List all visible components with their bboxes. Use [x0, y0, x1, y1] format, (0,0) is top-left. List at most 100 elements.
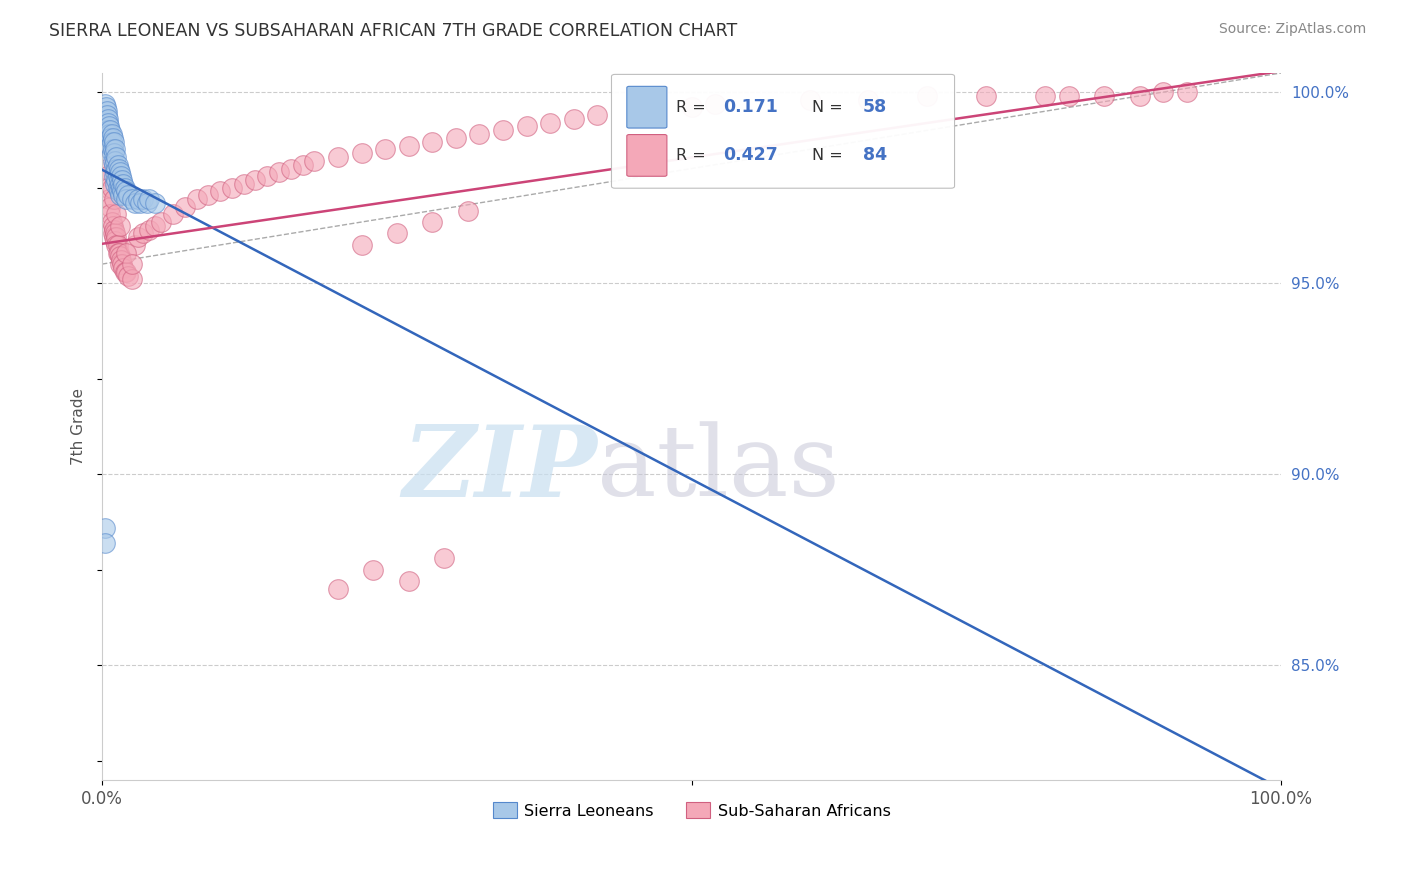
Point: [221, 180, 243, 194]
Point: [111, 173, 134, 187]
Point: [398, 138, 420, 153]
Point: [121, 257, 143, 271]
Point: [103, 192, 125, 206]
Point: [100, 123, 122, 137]
Point: [108, 188, 131, 202]
Point: [100, 135, 122, 149]
Point: [108, 219, 131, 233]
Point: [114, 245, 136, 260]
Point: [108, 249, 131, 263]
Point: [111, 257, 134, 271]
Point: [280, 161, 302, 176]
Point: [186, 192, 208, 206]
Point: [104, 177, 127, 191]
Point: [110, 169, 132, 183]
Point: [121, 272, 143, 286]
Point: [138, 222, 160, 236]
Point: [104, 165, 127, 179]
Point: [108, 165, 131, 179]
Point: [917, 89, 939, 103]
Point: [256, 169, 278, 183]
Point: [100, 180, 122, 194]
Point: [586, 108, 609, 122]
Point: [138, 192, 160, 206]
Point: [107, 245, 129, 260]
Point: [98, 120, 121, 134]
Text: 84: 84: [863, 146, 887, 164]
Point: [100, 207, 122, 221]
Point: [105, 173, 128, 187]
Point: [101, 153, 124, 168]
Point: [94, 161, 117, 176]
Point: [124, 195, 146, 210]
Point: [420, 215, 443, 229]
Point: [1092, 89, 1115, 103]
Text: ZIP: ZIP: [402, 421, 598, 517]
Point: [100, 131, 122, 145]
Point: [363, 563, 385, 577]
Point: [108, 177, 131, 191]
Point: [110, 253, 132, 268]
Point: [326, 582, 349, 596]
Point: [291, 158, 314, 172]
Text: N =: N =: [811, 100, 848, 115]
Point: [101, 142, 124, 156]
Point: [104, 153, 127, 168]
Point: [104, 234, 127, 248]
Point: [799, 93, 821, 107]
Point: [107, 158, 129, 172]
Point: [96, 169, 118, 183]
Legend: Sierra Leoneans, Sub-Saharan Africans: Sierra Leoneans, Sub-Saharan Africans: [486, 796, 897, 825]
Point: [538, 116, 561, 130]
Point: [112, 188, 135, 202]
Point: [103, 230, 125, 244]
Point: [114, 180, 136, 194]
Point: [492, 123, 515, 137]
Point: [304, 153, 326, 168]
Text: atlas: atlas: [598, 421, 841, 516]
Point: [350, 146, 373, 161]
Point: [103, 169, 125, 183]
Text: N =: N =: [811, 148, 848, 163]
Text: R =: R =: [676, 100, 711, 115]
Point: [117, 268, 139, 283]
Point: [97, 180, 120, 194]
Point: [103, 146, 125, 161]
Point: [100, 215, 122, 229]
Point: [98, 127, 121, 141]
Point: [107, 180, 129, 194]
Point: [444, 131, 467, 145]
Point: [350, 238, 373, 252]
Point: [374, 142, 396, 156]
Point: [124, 238, 146, 252]
Point: [100, 146, 122, 161]
Point: [457, 203, 479, 218]
Text: 0.427: 0.427: [724, 146, 779, 164]
Point: [433, 551, 456, 566]
Point: [468, 127, 491, 141]
Point: [112, 177, 135, 191]
Point: [209, 185, 232, 199]
Text: 0.171: 0.171: [724, 98, 779, 116]
Point: [104, 227, 127, 241]
Point: [197, 188, 219, 202]
Point: [132, 192, 155, 206]
Point: [107, 185, 129, 199]
Point: [398, 574, 420, 589]
Point: [173, 200, 195, 214]
Point: [98, 192, 121, 206]
Point: [267, 165, 290, 179]
FancyBboxPatch shape: [612, 74, 955, 188]
Point: [104, 142, 127, 156]
Point: [103, 158, 125, 172]
Text: SIERRA LEONEAN VS SUBSAHARAN AFRICAN 7TH GRADE CORRELATION CHART: SIERRA LEONEAN VS SUBSAHARAN AFRICAN 7TH…: [49, 22, 738, 40]
Point: [420, 135, 443, 149]
Point: [97, 123, 120, 137]
Text: Source: ZipAtlas.com: Source: ZipAtlas.com: [1219, 22, 1367, 37]
Point: [105, 161, 128, 176]
Point: [96, 108, 118, 122]
Point: [96, 104, 118, 119]
Point: [127, 192, 149, 206]
Point: [150, 215, 173, 229]
Point: [100, 127, 122, 141]
